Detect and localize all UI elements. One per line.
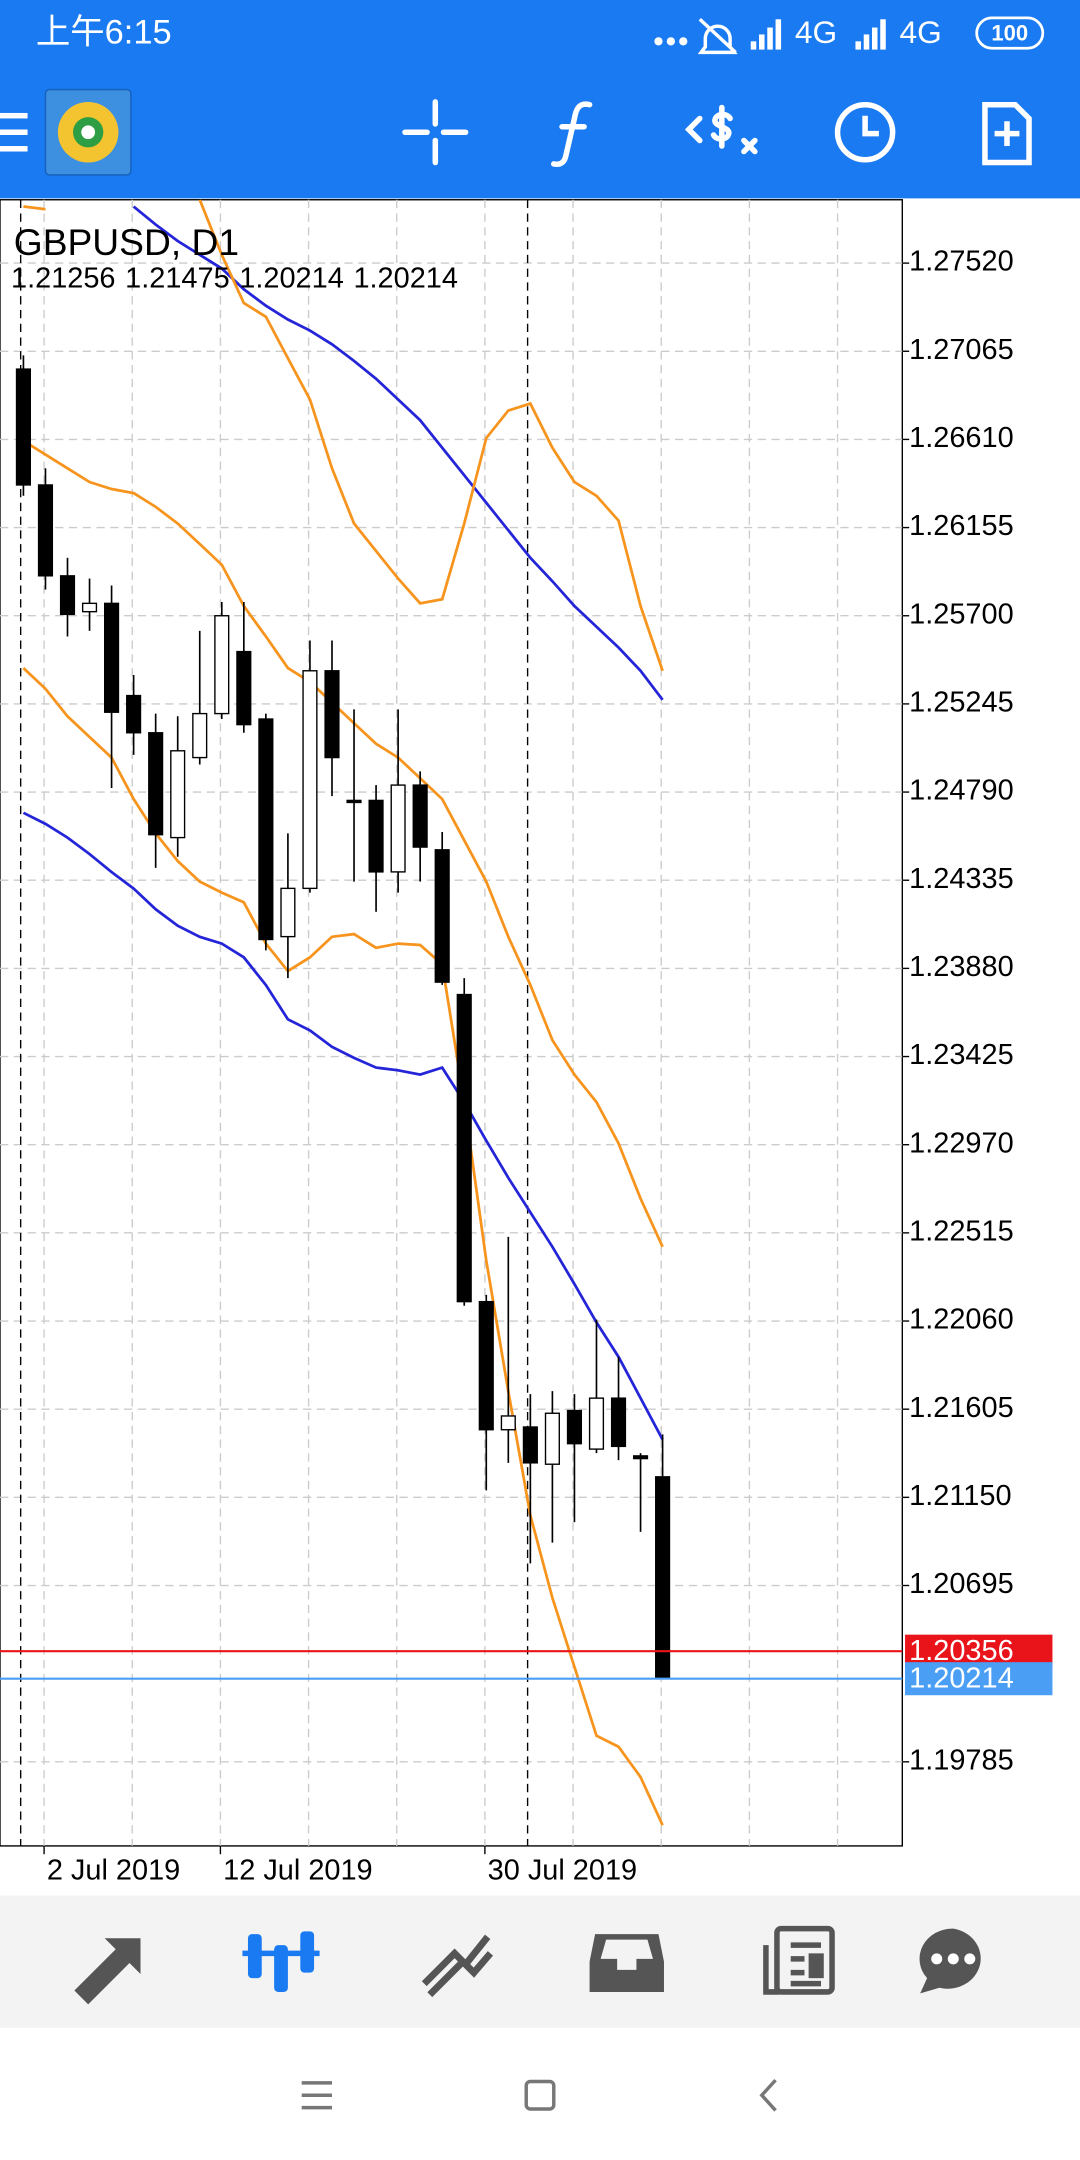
x-tick-label: 12 Jul 2019 xyxy=(223,1855,372,1887)
candle-body xyxy=(192,712,208,759)
new-order-button[interactable] xyxy=(982,101,1032,166)
x-tick-label: 30 Jul 2019 xyxy=(488,1855,637,1887)
candle-body xyxy=(478,1300,494,1431)
indicator-line xyxy=(22,667,664,1826)
y-tick-label: 1.24335 xyxy=(909,863,1014,895)
candle-body xyxy=(104,602,120,713)
nav-back[interactable] xyxy=(759,2078,777,2112)
signal-1 xyxy=(750,19,782,50)
y-tick-label: 1.24790 xyxy=(909,775,1014,807)
tab-chat[interactable] xyxy=(919,1928,981,1994)
candle-body xyxy=(610,1397,627,1448)
network-1: 4G xyxy=(795,14,837,50)
nav-bar xyxy=(301,2078,777,2112)
candle-body xyxy=(126,694,142,734)
y-tick-label: 1.26155 xyxy=(909,510,1014,542)
ohlc-value: 1.20214 xyxy=(353,262,457,294)
candle-body xyxy=(522,1426,538,1464)
y-tick-label: 1.23880 xyxy=(909,951,1014,983)
signal-2 xyxy=(855,19,886,50)
axes: 1.27520 1.27065 1.26610 1.26155 1.25700 1.252… xyxy=(0,246,1053,1887)
candle-body xyxy=(148,732,164,836)
price-label: 1.20356 xyxy=(909,1635,1014,1667)
candle-body xyxy=(280,887,296,938)
y-tick-label: 1.21150 xyxy=(909,1480,1011,1512)
candle-body xyxy=(544,1412,560,1465)
nav-menu[interactable] xyxy=(301,2081,332,2110)
app-logo[interactable] xyxy=(44,88,132,176)
candle-body xyxy=(324,670,340,759)
candle-body xyxy=(37,484,54,577)
nav-home[interactable] xyxy=(524,2079,556,2111)
crosshair-button[interactable] xyxy=(402,99,469,166)
indicator-line xyxy=(22,811,664,1441)
battery-level: 100 xyxy=(991,20,1028,45)
tab-quotes[interactable] xyxy=(74,1938,141,2005)
candle-body xyxy=(632,1455,649,1460)
ohlc-readout: 1.21256 1.21475 1.20214 1.20214 xyxy=(11,262,458,294)
plot xyxy=(15,199,671,1826)
tab-news[interactable] xyxy=(763,1925,835,1995)
status-time: 上午6:15 xyxy=(36,14,172,52)
candle-body xyxy=(500,1415,516,1431)
menu-button[interactable] xyxy=(0,112,28,152)
status-dots xyxy=(654,37,688,46)
candle-body xyxy=(566,1409,583,1445)
ohlc-value: 1.20214 xyxy=(239,262,344,294)
candle-body xyxy=(588,1397,605,1450)
x-tick-label: 2 Jul 2019 xyxy=(47,1855,180,1887)
candle-body xyxy=(59,575,76,616)
candle-body xyxy=(456,993,472,1303)
ohlc-value: 1.21475 xyxy=(125,262,230,294)
mute-icon xyxy=(697,18,738,55)
y-tick-label: 1.23425 xyxy=(909,1039,1014,1071)
candle-body xyxy=(236,650,252,726)
y-tick-label: 1.20695 xyxy=(909,1568,1014,1600)
indicators-button[interactable] xyxy=(551,101,593,168)
chart-title: GBPUSD, D1 xyxy=(14,221,239,263)
candle-body xyxy=(214,615,230,715)
network-2: 4G xyxy=(900,14,942,50)
tab-trade[interactable] xyxy=(421,1934,494,1998)
y-tick-label: 1.25245 xyxy=(909,687,1014,719)
candle-body xyxy=(346,799,362,804)
candle-body xyxy=(258,718,274,941)
y-tick-label: 1.19785 xyxy=(909,1744,1014,1776)
candle-body xyxy=(434,849,450,983)
y-tick-label: 1.25700 xyxy=(909,598,1014,630)
battery-icon xyxy=(975,16,1045,50)
trade-button[interactable] xyxy=(684,104,758,155)
history-button[interactable] xyxy=(834,101,896,163)
candle-body xyxy=(368,799,384,873)
price-label-box xyxy=(905,1662,1053,1696)
y-tick-label: 1.21605 xyxy=(909,1392,1014,1424)
top-bar xyxy=(0,0,1080,199)
tab-chart[interactable] xyxy=(242,1931,320,1992)
y-tick-label: 1.27065 xyxy=(909,334,1014,366)
indicator-line xyxy=(22,439,664,1248)
candle-body xyxy=(390,784,406,873)
tab-bar xyxy=(0,1895,1080,2028)
y-tick-label: 1.27520 xyxy=(909,246,1014,278)
indicator-line xyxy=(132,205,664,701)
y-tick-label: 1.22060 xyxy=(909,1304,1014,1336)
candle-body xyxy=(412,784,428,848)
indicator-line xyxy=(23,199,664,672)
y-tick-label: 1.22515 xyxy=(909,1216,1014,1248)
candle-body xyxy=(81,602,98,613)
y-tick-label: 1.26610 xyxy=(909,422,1014,454)
price-label: 1.20214 xyxy=(909,1663,1014,1695)
candle-body xyxy=(15,368,31,486)
candle-body xyxy=(170,750,186,839)
tab-history[interactable] xyxy=(589,1934,664,1992)
y-tick-label: 1.22970 xyxy=(909,1127,1014,1159)
ohlc-value: 1.21256 xyxy=(11,262,116,294)
candle-body xyxy=(302,670,318,890)
candle-body xyxy=(655,1476,671,1680)
